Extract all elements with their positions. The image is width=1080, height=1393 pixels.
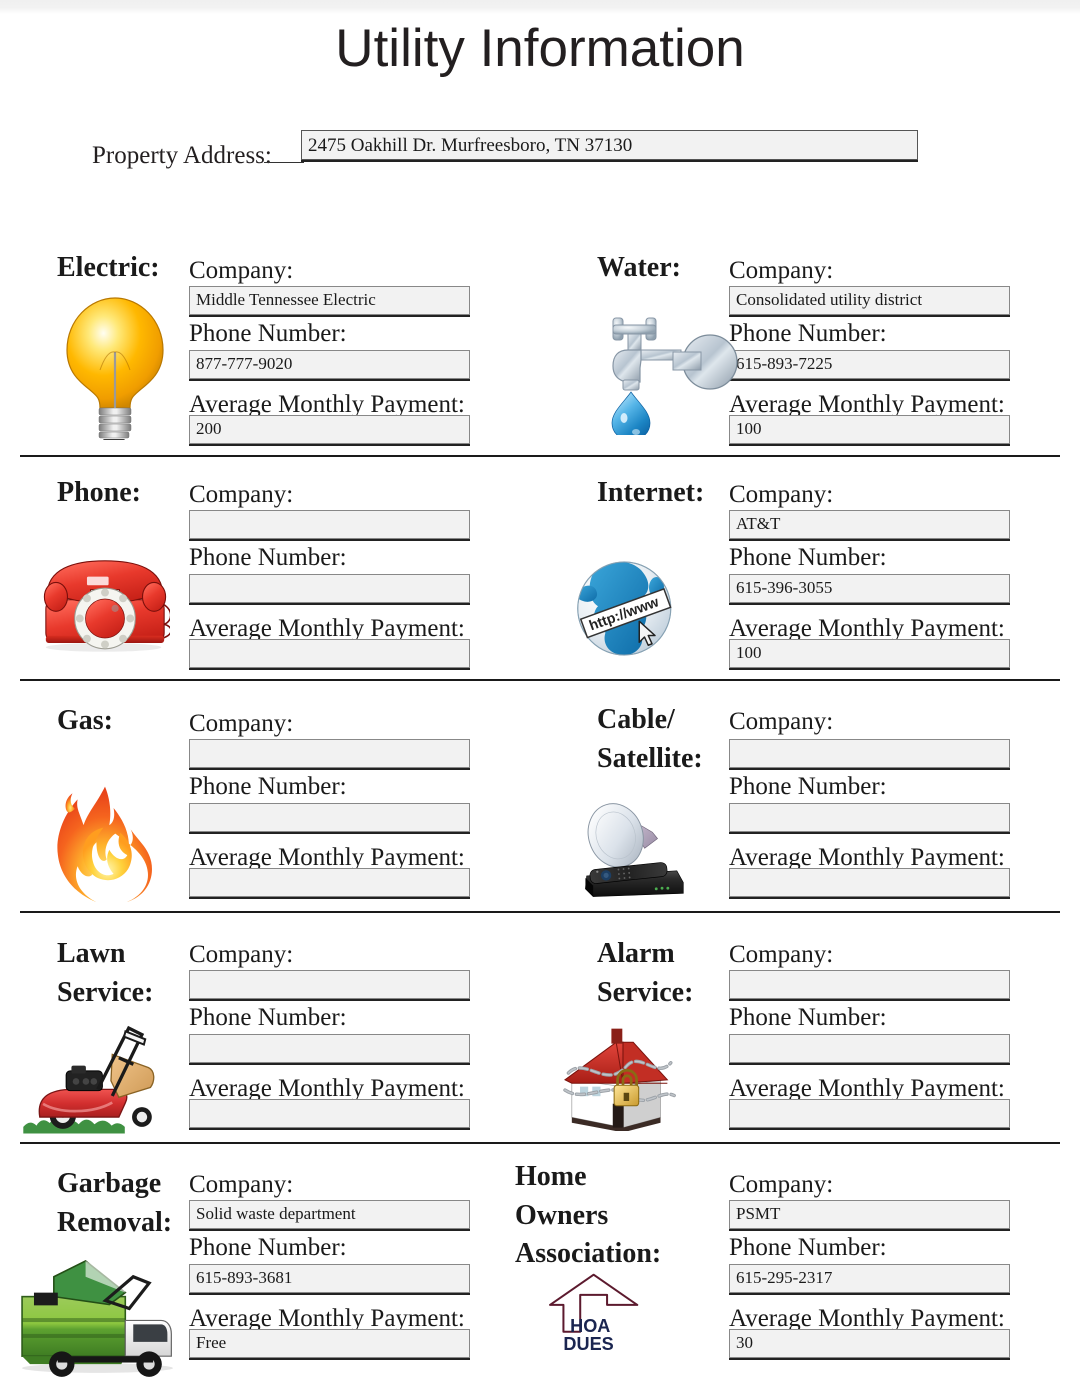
- svg-text:DUES: DUES: [563, 1334, 613, 1354]
- svg-text:HOA: HOA: [570, 1316, 610, 1336]
